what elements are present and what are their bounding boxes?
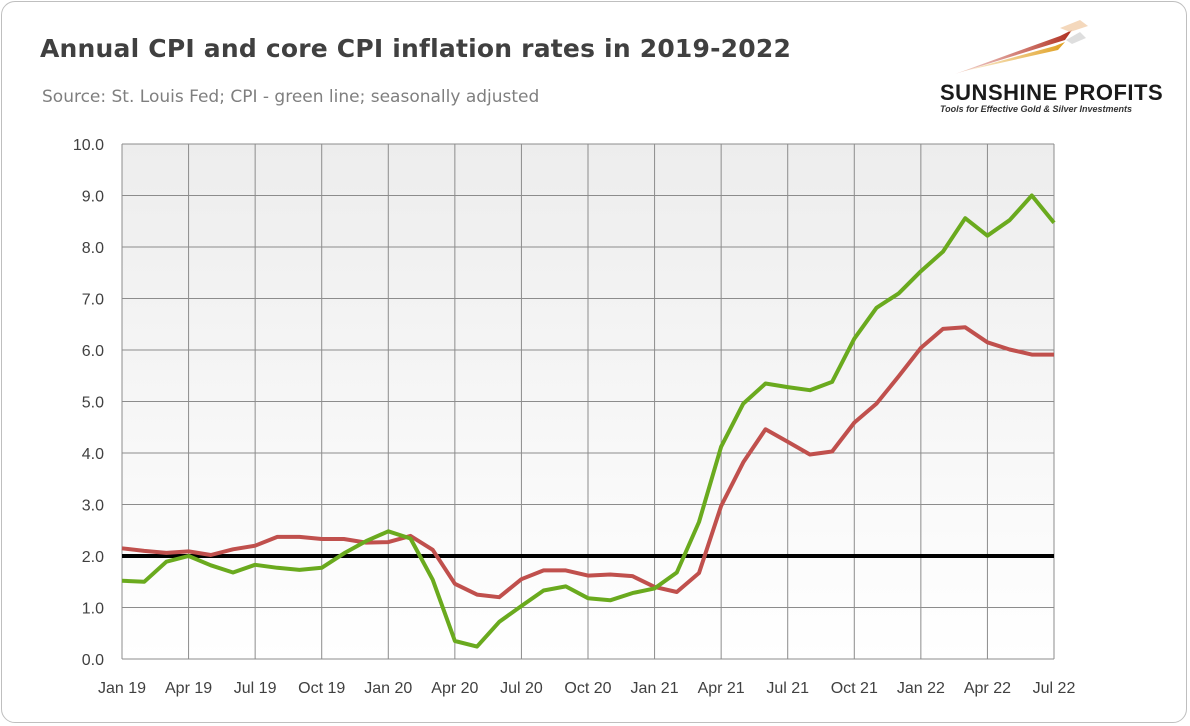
cpi-line (121, 193, 1056, 649)
x-tick-label: Oct 21 (831, 680, 878, 697)
y-tick-label: 2.0 (82, 549, 104, 566)
logo-name: SUNSHINE PROFITS (940, 80, 1164, 105)
x-tick-label: Apr 21 (698, 680, 745, 697)
x-tick-label: Jul 19 (234, 680, 277, 697)
x-axis-ticks: Jan 19 Apr 19 Jul 19 Oct 19 Jan 20 Apr 20 Jul … (98, 680, 1075, 697)
x-tick-label: Jan 21 (631, 680, 679, 697)
x-tick-label: Oct 19 (298, 680, 345, 697)
y-tick-label: 10.0 (73, 137, 104, 154)
x-tick-label: Apr 20 (431, 680, 478, 697)
x-tick-label: Jan 19 (98, 680, 146, 697)
y-tick-label: 9.0 (82, 189, 104, 206)
y-tick-label: 8.0 (82, 240, 104, 257)
x-tick-label: Apr 19 (165, 680, 212, 697)
y-tick-label: 4.0 (82, 446, 104, 463)
x-tick-label: Oct 20 (564, 680, 611, 697)
y-axis-ticks: 0.0 1.0 2.0 3.0 4.0 5.0 6.0 7.0 8.0 9.0 10.0 (73, 137, 104, 669)
x-tick-label: Apr 22 (964, 680, 1011, 697)
x-tick-label: Jan 22 (897, 680, 945, 697)
chart-title: Annual CPI and core CPI inflation rates … (40, 34, 792, 63)
gridlines (121, 143, 1055, 660)
logo-emblem-icon (955, 20, 1088, 74)
y-tick-label: 1.0 (82, 601, 104, 618)
x-tick-label: Jul 21 (766, 680, 809, 697)
chart-subtitle: Source: St. Louis Fed; CPI - green line;… (42, 87, 540, 107)
y-tick-label: 6.0 (82, 343, 104, 360)
y-tick-label: 0.0 (82, 652, 104, 669)
logo-tagline: Tools for Effective Gold & Silver Invest… (940, 104, 1133, 114)
series-lines (121, 193, 1056, 649)
x-tick-label: Jul 20 (500, 680, 543, 697)
sunshine-profits-logo: SUNSHINE PROFITS Tools for Effective Gol… (930, 18, 1170, 118)
x-tick-label: Jan 20 (364, 680, 412, 697)
y-tick-label: 5.0 (82, 395, 104, 412)
y-tick-label: 7.0 (82, 292, 104, 309)
x-tick-label: Jul 22 (1033, 680, 1076, 697)
y-tick-label: 3.0 (82, 498, 104, 515)
core-cpi-line (121, 325, 1054, 600)
